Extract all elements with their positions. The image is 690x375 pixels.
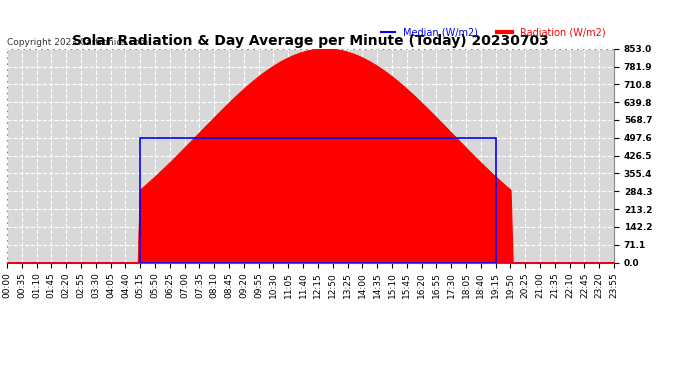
Legend: Median (W/m2), Radiation (W/m2): Median (W/m2), Radiation (W/m2) [377,24,609,42]
Text: Copyright 2023 Cartronics.com: Copyright 2023 Cartronics.com [7,38,148,46]
Title: Solar Radiation & Day Average per Minute (Today) 20230703: Solar Radiation & Day Average per Minute… [72,34,549,48]
Bar [140,138,495,262]
